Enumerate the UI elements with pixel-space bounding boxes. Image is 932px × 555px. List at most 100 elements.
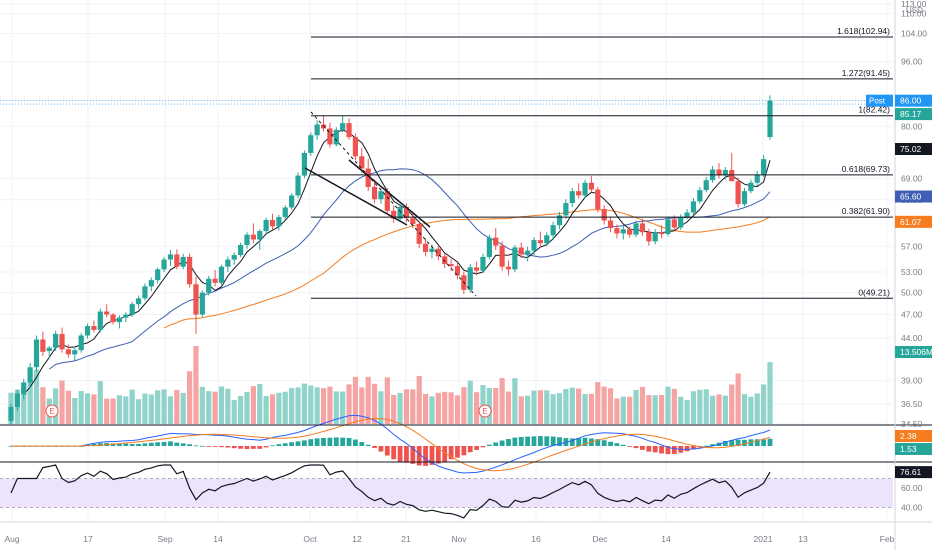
volume-bar [397, 392, 403, 424]
candle-body [371, 186, 378, 200]
macd-histogram-bar [416, 446, 422, 466]
volume-bar [684, 399, 690, 424]
volume-bar [525, 395, 531, 424]
macd-histogram-bar [671, 446, 677, 454]
last-price-tag-bg [895, 108, 932, 121]
volume-bar [340, 391, 346, 424]
candle-body [391, 210, 397, 219]
candle-body [467, 267, 473, 290]
candle-body [627, 229, 633, 235]
trendline [348, 159, 431, 228]
volume-bar [161, 389, 167, 424]
macd-histogram-bar [257, 446, 263, 449]
macd-histogram-bar [448, 446, 454, 460]
candle-body [8, 406, 14, 421]
candle-body [276, 217, 282, 227]
time-axis-tick: Nov [451, 534, 467, 544]
volume-bar [556, 393, 563, 424]
candle-body [225, 259, 231, 267]
volume-bar [346, 384, 352, 424]
volume-bar [78, 391, 84, 424]
candle-body [263, 219, 269, 232]
candle-body [512, 247, 518, 270]
fib-level-label: 0(49.21) [858, 287, 890, 297]
candle-body [754, 174, 760, 183]
ma-mid-tag-bg [895, 190, 932, 203]
macd-histogram-bar [525, 436, 531, 446]
candle-body [135, 298, 142, 305]
macd-histogram-bar [550, 436, 556, 446]
volume-bar [582, 394, 588, 424]
rsi-pane [0, 464, 893, 519]
candle-body [327, 128, 333, 145]
candle-body [269, 219, 276, 227]
volume-bar [416, 375, 422, 424]
volume-bar [639, 386, 646, 424]
candle-body [193, 284, 199, 315]
macd-histogram-bar [429, 446, 435, 465]
macd-histogram-bar [180, 443, 186, 446]
volume-bar [633, 389, 639, 424]
macd-histogram-bar [346, 437, 352, 446]
candle-body [416, 223, 422, 244]
volume-bar [467, 380, 473, 424]
volume-bar [754, 393, 760, 424]
volume-bar [576, 388, 582, 424]
macd-histogram-bar [340, 437, 346, 446]
macd-histogram-bar [435, 446, 441, 464]
macd-histogram-bar [620, 444, 626, 446]
macd-histogram-bar [142, 443, 148, 446]
macd-histogram-bar [193, 445, 199, 447]
macd-histogram-bar [353, 439, 358, 446]
macd-histogram-bar [557, 437, 562, 446]
candle-body [652, 232, 658, 242]
macd-histogram-bar [276, 444, 282, 446]
last-price-tag: 85.17 [900, 109, 922, 119]
volume-bar [620, 396, 626, 424]
candle-body [761, 159, 767, 175]
post-price-tag: 86.00 [900, 96, 922, 106]
macd-histogram-bar [474, 446, 480, 450]
fib-level-label: 1.618(102.94) [837, 26, 890, 36]
macd-histogram-bar [174, 442, 180, 446]
volume-bar [735, 373, 741, 424]
volume-bar [155, 390, 161, 424]
macd-histogram-bar [282, 443, 288, 446]
volume-bar [65, 390, 72, 424]
macd-histogram-bar [761, 439, 767, 446]
volume-bar [308, 385, 314, 424]
chart-grid [0, 0, 893, 522]
volume-bar [116, 395, 123, 424]
candle-body [480, 256, 486, 271]
volume-bar [588, 393, 595, 424]
volume-bar [442, 391, 448, 424]
candle-body [569, 191, 575, 204]
macd-histogram-bar [161, 441, 167, 446]
candle-body [454, 266, 461, 276]
price-axis-tick: 80.00 [901, 121, 923, 131]
candle-body [658, 232, 665, 235]
candle-body [33, 339, 40, 368]
macd-histogram-bar [289, 442, 295, 446]
candle-body [722, 170, 728, 176]
volume-bar [129, 389, 135, 424]
price-axis-tick: 39.00 [901, 376, 923, 386]
macd-line [11, 414, 771, 474]
macd-histogram-bar [576, 438, 582, 446]
volume-bar [186, 371, 193, 424]
macd-histogram-bar [595, 439, 601, 446]
volume-bar [512, 378, 518, 424]
macd-histogram-bar [168, 441, 173, 446]
candle-body [91, 326, 97, 330]
macd-histogram-bar [767, 438, 773, 446]
macd-histogram-bar [333, 437, 339, 446]
volume-bar [104, 398, 110, 424]
fib-level-label: 0.618(69.73) [842, 164, 890, 174]
volume-bar [709, 395, 716, 424]
trendline-drawings [304, 111, 477, 297]
volume-bar [448, 392, 454, 424]
post-price-tag-bg [895, 94, 932, 107]
volume-bar [110, 398, 116, 424]
